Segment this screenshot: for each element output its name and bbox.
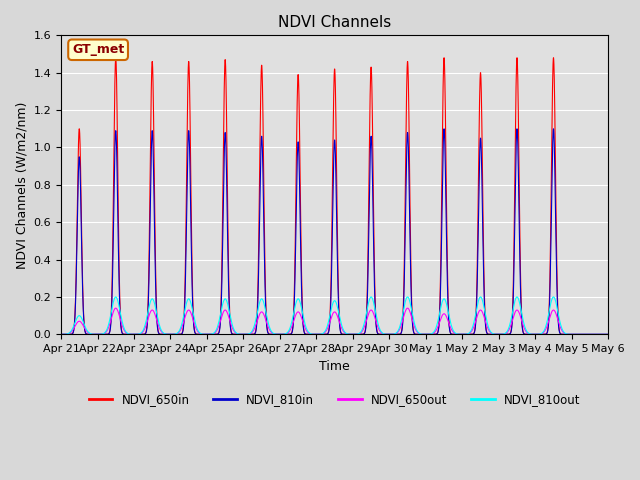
NDVI_810out — [57, 331, 65, 337]
NDVI_810in — [296, 204, 304, 210]
NDVI_650in — [179, 330, 186, 336]
NDVI_810out — [92, 331, 100, 337]
NDVI_810out — [296, 299, 304, 305]
Text: GT_met: GT_met — [72, 43, 124, 56]
NDVI_650in — [296, 165, 304, 171]
NDVI_810in — [604, 331, 612, 337]
NDVI_810in — [179, 330, 186, 336]
NDVI_810in — [92, 331, 100, 337]
NDVI_650out — [71, 324, 79, 330]
NDVI_650out — [179, 324, 186, 329]
NDVI_650out — [92, 331, 100, 337]
NDVI_650out — [502, 330, 510, 336]
NDVI_810in — [440, 126, 448, 132]
NDVI_810in — [246, 331, 253, 337]
NDVI_650out — [296, 311, 304, 317]
NDVI_650in — [92, 331, 100, 337]
X-axis label: Time: Time — [319, 360, 350, 372]
NDVI_650in — [57, 331, 65, 337]
NDVI_650in — [502, 331, 510, 337]
NDVI_810out — [604, 331, 612, 337]
NDVI_650in — [71, 315, 79, 321]
NDVI_650in — [604, 331, 612, 337]
Y-axis label: NDVI Channels (W/m2/nm): NDVI Channels (W/m2/nm) — [15, 101, 28, 268]
Line: NDVI_650in: NDVI_650in — [61, 58, 608, 334]
Legend: NDVI_650in, NDVI_810in, NDVI_650out, NDVI_810out: NDVI_650in, NDVI_810in, NDVI_650out, NDV… — [84, 388, 586, 410]
NDVI_650in — [246, 331, 253, 337]
NDVI_650out — [57, 331, 65, 337]
NDVI_650out — [404, 305, 412, 311]
NDVI_810out — [502, 329, 510, 335]
NDVI_810out — [179, 320, 186, 325]
Title: NDVI Channels: NDVI Channels — [278, 15, 391, 30]
Line: NDVI_810out: NDVI_810out — [61, 297, 608, 334]
NDVI_650out — [246, 331, 253, 337]
NDVI_810in — [502, 331, 510, 337]
Line: NDVI_810in: NDVI_810in — [61, 129, 608, 334]
NDVI_810out — [71, 321, 79, 326]
Line: NDVI_650out: NDVI_650out — [61, 308, 608, 334]
NDVI_810out — [404, 294, 412, 300]
NDVI_810in — [71, 317, 79, 323]
NDVI_650out — [604, 331, 612, 337]
NDVI_650in — [112, 55, 120, 60]
NDVI_810in — [57, 331, 65, 337]
NDVI_810out — [246, 331, 253, 336]
